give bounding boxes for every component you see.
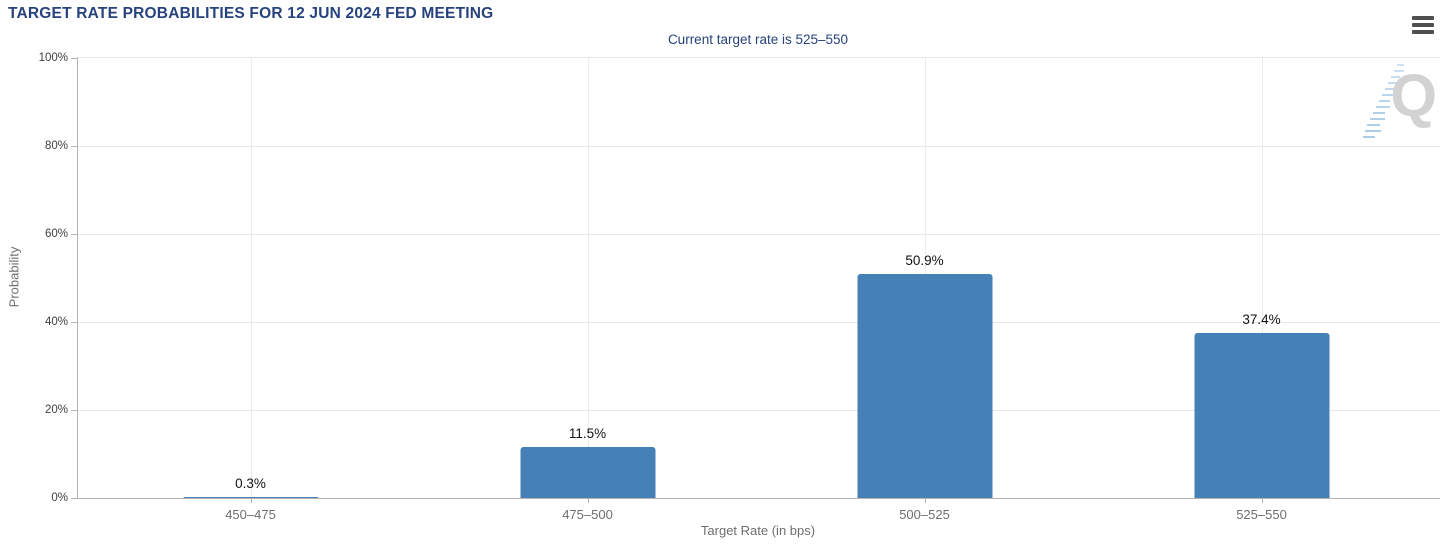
menu-bar [1412,16,1434,20]
menu-bar [1412,30,1434,34]
x-gridline [1261,58,1263,498]
probability-bar[interactable] [1194,333,1329,498]
y-gridline [78,410,1440,411]
y-gridline [78,234,1440,235]
y-axis-tick [71,410,77,411]
category-column: 0.3% 450–475 [82,58,419,522]
y-tick-label: 100% [38,52,68,64]
probability-bar[interactable] [183,496,318,498]
bar-value-label: 37.4% [1242,312,1281,328]
x-tick-label: 500–525 [899,507,950,522]
y-axis-tick [71,234,77,235]
y-gridline [78,322,1440,323]
category-column: 37.4% 525–550 [1093,58,1430,522]
x-gridline [250,58,252,498]
probability-bar[interactable] [520,447,655,498]
x-tick-label: 450–475 [225,507,276,522]
y-tick-label: 40% [44,316,68,328]
y-axis-tick [71,498,77,499]
y-axis-title: Probability [6,246,22,308]
y-axis-tick [71,322,77,323]
x-axis-title: Target Rate (in bps) [700,523,816,538]
chart-title: TARGET RATE PROBABILITIES FOR 12 JUN 202… [8,5,494,22]
hamburger-menu-icon[interactable] [1410,13,1436,37]
watermark-swoosh-icon [1363,64,1404,138]
quikstrike-watermark: Q [1363,58,1437,142]
x-axis-tick [587,498,589,503]
bar-value-label: 11.5% [568,426,607,442]
x-axis-tick [924,498,926,503]
category-column: 11.5% 475–500 [419,58,756,522]
x-tick-label: 475–500 [562,507,613,522]
chart-subtitle: Current target rate is 525–550 [667,32,849,47]
y-tick-label: 60% [44,228,68,240]
menu-bar [1412,23,1434,27]
category-columns: 0.3% 450–475 11.5% 475–500 50.9% 500–525 37.4%… [82,58,1430,522]
y-axis-tick [71,146,77,147]
plot-area: 0.3% 450–475 11.5% 475–500 50.9% 500–525 37.4%… [39,52,1440,522]
watermark-q-letter: Q [1390,62,1437,129]
category-column: 50.9% 500–525 [756,58,1093,522]
x-axis-tick [250,498,252,503]
y-axis-tick [71,58,77,59]
x-gridline [587,58,589,498]
x-tick-label: 525–550 [1236,507,1287,522]
y-tick-label: 0% [51,492,68,504]
bar-value-label: 0.3% [235,475,266,491]
x-axis-tick [1261,498,1263,503]
probability-bar[interactable] [857,274,992,498]
y-gridline [78,146,1440,147]
y-tick-label: 20% [44,404,68,416]
y-tick-label: 80% [44,140,68,152]
bar-value-label: 50.9% [905,253,944,268]
